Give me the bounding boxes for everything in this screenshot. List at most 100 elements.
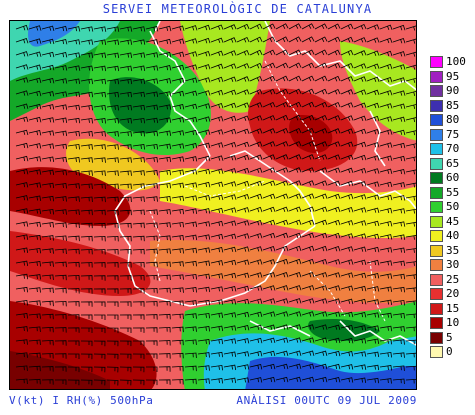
wind-barb: [132, 104, 146, 111]
wind-barb: [262, 23, 276, 30]
wind-barb: [132, 314, 145, 320]
wind-barb: [15, 51, 29, 57]
wind-barb: [54, 314, 67, 320]
wind-barb: [119, 52, 133, 58]
wind-barb: [93, 275, 106, 281]
wind-barb: [28, 90, 42, 97]
wind-barb: [236, 180, 250, 187]
wind-barb: [93, 235, 106, 242]
wind-barb: [405, 117, 416, 123]
wind-barb: [288, 311, 302, 317]
wind-barb: [184, 64, 198, 70]
humidity-zone-nw-blue: [28, 21, 80, 47]
wind-barb: [340, 233, 354, 239]
wind-barb: [327, 245, 341, 252]
wind-barb: [275, 258, 289, 265]
legend-label: 55: [446, 185, 460, 199]
wind-barb: [184, 182, 198, 188]
wind-barb: [184, 90, 198, 97]
wind-barb: [145, 130, 159, 137]
wind-barb: [353, 194, 367, 200]
wind-barb: [327, 298, 341, 304]
wind-barb: [301, 324, 315, 330]
wind-barb: [366, 207, 380, 214]
wind-barb: [327, 180, 341, 187]
wind-barb: [249, 298, 263, 304]
wind-barb: [379, 142, 393, 148]
wind-barb: [366, 194, 380, 200]
wind-barb: [353, 338, 367, 344]
wind-barb: [132, 65, 146, 71]
wind-barb: [236, 76, 250, 82]
wind-barb: [288, 258, 302, 265]
wind-barb: [28, 182, 42, 188]
wind-barb: [15, 208, 29, 214]
wind-barb: [301, 285, 315, 291]
wind-barb: [392, 142, 406, 149]
wind-barb: [184, 287, 197, 293]
wind-barb: [301, 193, 315, 199]
wind-barb: [80, 379, 93, 386]
wind-barb: [223, 272, 237, 279]
wind-barb: [210, 351, 223, 358]
wind-barb: [275, 298, 289, 304]
wind-barb: [275, 127, 289, 134]
wind-barb: [327, 259, 341, 265]
wind-barb: [41, 366, 54, 372]
wind-barb: [327, 377, 341, 383]
wind-barb: [106, 366, 119, 373]
coastline-islands: [369, 110, 386, 167]
wind-barb: [314, 128, 328, 134]
wind-barb: [353, 351, 367, 357]
wind-barb: [275, 75, 289, 82]
wind-barb: [145, 183, 158, 189]
wind-barb: [288, 180, 302, 186]
wind-barb: [106, 301, 119, 307]
legend-label: 100: [446, 55, 466, 68]
wind-barb: [353, 141, 367, 148]
wind-barb: [353, 246, 367, 252]
variables-label: V(kt) I RH(%) 500hPa: [9, 394, 154, 407]
wind-barb: [366, 50, 380, 56]
wind-barb: [340, 285, 354, 291]
wind-barb: [28, 143, 42, 149]
wind-barb: [171, 326, 184, 333]
wind-barb: [67, 274, 80, 281]
legend-label: 20: [446, 287, 460, 300]
wind-barb: [301, 350, 315, 356]
wind-barb: [93, 52, 107, 59]
legend-item: 100: [430, 55, 474, 68]
wind-barb: [106, 249, 119, 255]
wind-barb: [301, 141, 315, 147]
wind-barb: [158, 274, 171, 281]
wind-barb: [197, 286, 211, 293]
legend-label: 90: [446, 84, 460, 97]
wind-barb: [288, 271, 302, 278]
wind-barb: [184, 129, 198, 136]
wind-barb: [15, 77, 29, 83]
wind-barb: [223, 37, 237, 43]
wind-barb: [249, 285, 263, 291]
wind-barb: [171, 104, 185, 110]
wind-barb: [314, 36, 328, 43]
wind-barb: [353, 23, 367, 30]
wind-barb: [210, 286, 224, 292]
wind-barb: [197, 195, 211, 201]
wind-barb: [262, 232, 276, 239]
wind-barb: [275, 311, 289, 317]
wind-barb: [119, 170, 132, 176]
wind-barb: [327, 272, 341, 278]
wind-barb: [54, 39, 68, 45]
wind-barb: [340, 167, 354, 174]
wind-barb: [262, 141, 276, 147]
humidity-wind-map: [9, 20, 417, 390]
wind-barb: [392, 378, 405, 385]
wind-barb: [236, 338, 250, 344]
wind-barb: [392, 37, 406, 44]
wind-barb: [327, 75, 341, 82]
wind-barb: [353, 37, 367, 43]
wind-barb: [249, 115, 263, 121]
wind-barb: [353, 220, 367, 226]
wind-barb: [301, 363, 315, 370]
coastline-france-west: [149, 30, 211, 157]
